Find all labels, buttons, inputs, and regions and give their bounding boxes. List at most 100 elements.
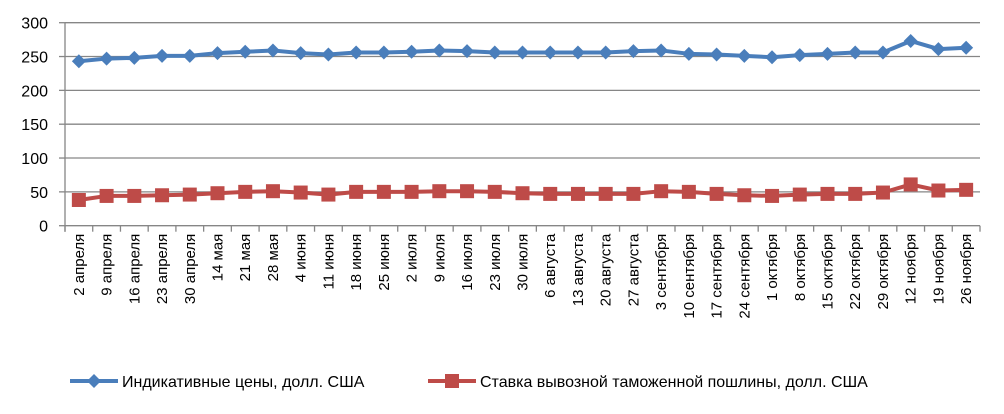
x-tick-label: 11 июня — [320, 234, 337, 290]
data-point — [182, 48, 197, 63]
data-point — [875, 185, 890, 200]
x-tick-label: 22 октября — [847, 234, 864, 310]
diamond-marker-icon — [87, 374, 101, 388]
legend-item-2: Ставка вывозной таможенной пошлины, долл… — [428, 374, 868, 391]
data-point — [127, 50, 142, 65]
x-tick-label: 25 июня — [376, 234, 393, 291]
x-tick-label: 13 августа — [570, 233, 587, 306]
data-point — [848, 186, 863, 201]
data-point — [598, 186, 613, 201]
data-point — [765, 50, 780, 65]
x-tick-label: 9 апреля — [99, 234, 116, 296]
data-point — [792, 187, 807, 202]
data-point — [349, 184, 364, 199]
x-tick-label: 16 июля — [459, 234, 476, 291]
x-tick-label: 28 мая — [265, 234, 282, 282]
x-axis: 2 апреля 9 апреля 16 апреля 23 апреля 30 апр… — [64, 225, 981, 319]
data-point — [931, 183, 946, 198]
legend: Индикативные цены, долл. США Ставка вывоз… — [70, 374, 868, 391]
data-point — [404, 44, 419, 59]
y-tick-label: 150 — [21, 117, 48, 134]
y-tick-label: 100 — [21, 151, 48, 168]
y-tick-label: 0 — [39, 219, 48, 236]
data-point — [515, 45, 530, 60]
data-point — [543, 186, 558, 201]
data-point — [737, 48, 752, 63]
data-point — [931, 42, 946, 57]
x-tick-label: 16 апреля — [126, 234, 143, 304]
data-point — [155, 48, 170, 63]
x-tick-label: 15 октября — [820, 234, 837, 310]
data-point — [99, 188, 114, 203]
data-point — [959, 40, 974, 55]
data-point — [820, 46, 835, 61]
data-point — [654, 184, 669, 199]
data-point — [404, 184, 419, 199]
data-point — [543, 45, 558, 60]
series-group — [71, 33, 974, 207]
data-point — [460, 44, 475, 59]
data-point — [765, 188, 780, 203]
data-point — [570, 186, 585, 201]
data-point — [626, 44, 641, 59]
data-point — [737, 188, 752, 203]
x-tick-label: 4 июня — [293, 234, 310, 283]
x-tick-label: 21 мая — [237, 234, 254, 282]
data-point — [210, 186, 225, 201]
x-tick-label: 1 октября — [764, 234, 781, 301]
x-tick-label: 14 мая — [210, 234, 227, 282]
data-point — [238, 44, 253, 59]
data-point — [626, 186, 641, 201]
data-point — [432, 43, 447, 58]
data-point — [848, 45, 863, 60]
x-tick-label: 18 июня — [348, 234, 365, 291]
x-tick-label: 23 апреля — [154, 234, 171, 304]
x-tick-label: 24 сентября — [736, 234, 753, 319]
x-tick-label: 17 сентября — [709, 234, 726, 319]
data-point — [820, 186, 835, 201]
y-axis: 0 50 100 150 200 250 300 — [21, 16, 66, 236]
data-point — [293, 46, 308, 61]
data-point — [487, 184, 502, 199]
data-point — [238, 184, 253, 199]
x-tick-label: 19 ноября — [930, 234, 947, 305]
series-1 — [71, 33, 974, 69]
data-point — [265, 184, 280, 199]
data-point — [598, 45, 613, 60]
data-point — [321, 47, 336, 62]
x-tick-label: 2 апреля — [71, 234, 88, 296]
data-point — [681, 184, 696, 199]
data-point — [99, 51, 114, 66]
legend-label: Индикативные цены, долл. США — [122, 374, 365, 391]
data-point — [210, 46, 225, 61]
data-point — [792, 48, 807, 63]
data-point — [487, 45, 502, 60]
x-tick-label: 12 ноября — [903, 234, 920, 305]
data-point — [71, 192, 86, 207]
data-point — [515, 186, 530, 201]
data-point — [959, 182, 974, 197]
x-tick-label: 29 октября — [875, 234, 892, 310]
data-point — [570, 45, 585, 60]
x-tick-label: 6 августа — [542, 233, 559, 298]
data-point — [71, 54, 86, 69]
data-point — [127, 188, 142, 203]
y-tick-label: 200 — [21, 83, 48, 100]
legend-item-1: Индикативные цены, долл. США — [70, 374, 365, 391]
data-point — [321, 187, 336, 202]
x-tick-label: 30 апреля — [182, 234, 199, 304]
x-tick-label: 27 августа — [625, 233, 642, 306]
y-tick-label: 250 — [21, 50, 48, 67]
data-point — [349, 45, 364, 60]
data-point — [432, 184, 447, 199]
data-point — [903, 33, 918, 48]
series-2 — [71, 177, 974, 207]
x-tick-label: 26 ноября — [958, 234, 975, 305]
x-tick-label: 8 октября — [792, 234, 809, 301]
data-point — [903, 177, 918, 192]
data-point — [875, 45, 890, 60]
data-point — [376, 45, 391, 60]
y-tick-label: 300 — [21, 16, 48, 33]
data-point — [155, 188, 170, 203]
x-tick-label: 2 июля — [404, 234, 421, 283]
